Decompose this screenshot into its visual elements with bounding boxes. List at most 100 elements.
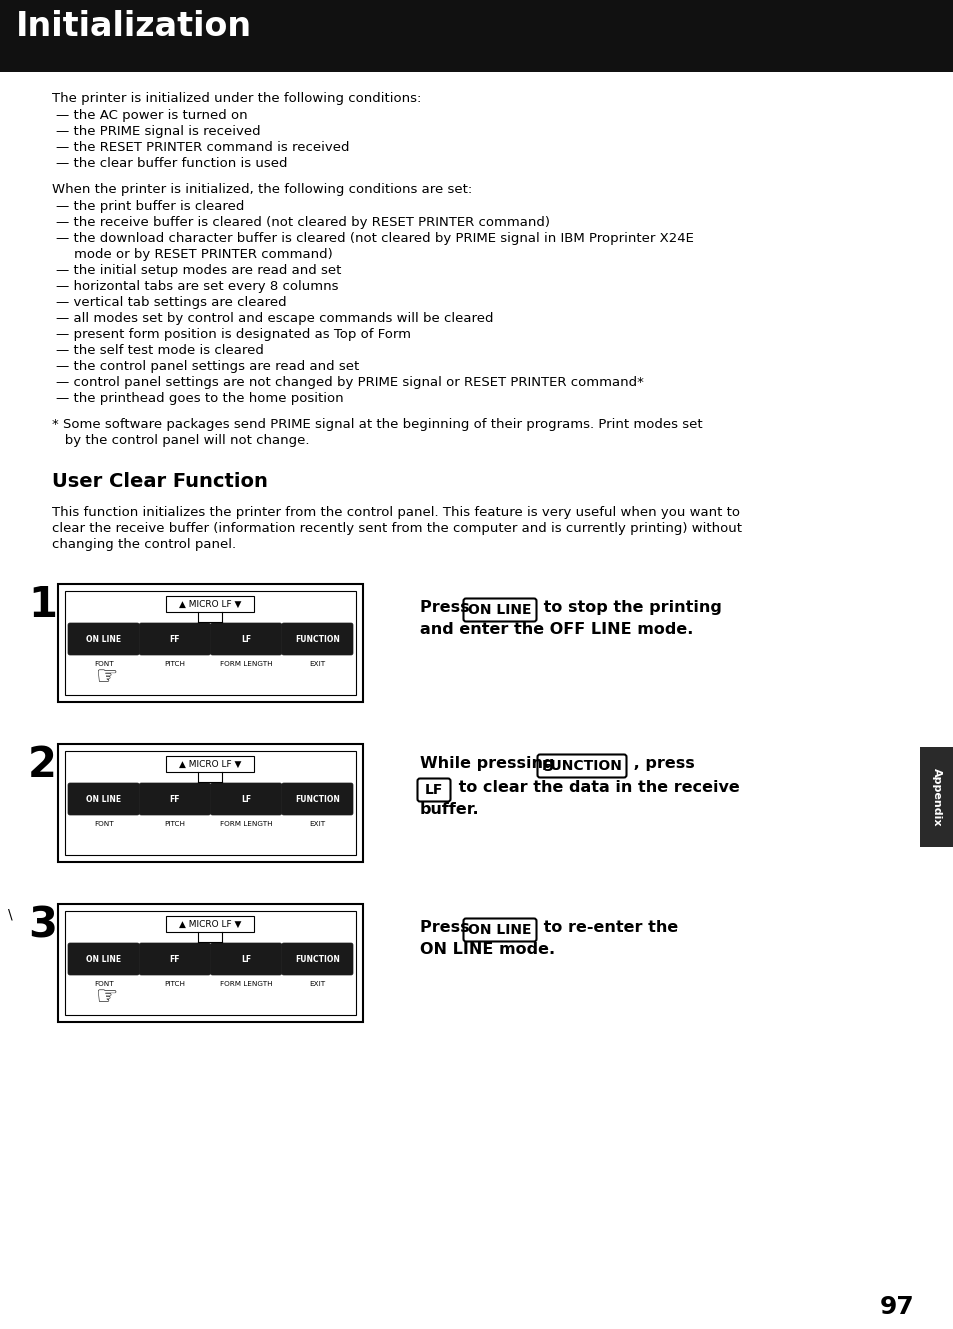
Text: — vertical tab settings are cleared: — vertical tab settings are cleared [56,296,286,310]
Text: to re-enter the: to re-enter the [537,920,678,936]
Text: 2: 2 [28,744,57,785]
Text: LF: LF [241,634,251,643]
Text: * Some software packages send PRIME signal at the beginning of their programs. P: * Some software packages send PRIME sign… [52,419,702,431]
Text: FONT: FONT [93,661,113,667]
Text: FF: FF [170,795,180,804]
Bar [167,916,254,932]
Text: — the RESET PRINTER command is received: — the RESET PRINTER command is received [56,141,349,154]
FancyBboxPatch shape [417,779,450,801]
Text: ON LINE: ON LINE [468,924,531,937]
Text: EXIT: EXIT [309,661,325,667]
Text: EXIT: EXIT [309,981,325,987]
Bar [58,583,363,702]
Bar [65,591,355,695]
Bar [65,751,355,855]
FancyBboxPatch shape [68,783,139,815]
FancyBboxPatch shape [211,783,281,815]
Text: and enter the OFF LINE mode.: and enter the OFF LINE mode. [419,622,693,637]
Text: Appendix: Appendix [931,768,941,827]
Bar [919,747,953,847]
Text: ON LINE: ON LINE [86,634,121,643]
Text: FUNCTION: FUNCTION [294,634,339,643]
Text: The printer is initialized under the following conditions:: The printer is initialized under the fol… [52,92,421,105]
Text: PITCH: PITCH [164,661,185,667]
Bar [58,744,363,863]
Text: ON LINE: ON LINE [86,954,121,964]
Text: Initialization: Initialization [16,11,252,43]
Text: mode or by RESET PRINTER command): mode or by RESET PRINTER command) [74,249,333,260]
Text: — control panel settings are not changed by PRIME signal or RESET PRINTER comman: — control panel settings are not changed… [56,376,643,389]
Text: ☞: ☞ [95,985,118,1009]
Text: buffer.: buffer. [419,801,479,817]
Text: When the printer is initialized, the following conditions are set:: When the printer is initialized, the fol… [52,183,472,195]
Bar [167,756,254,772]
FancyBboxPatch shape [68,623,139,655]
Text: FUNCTION: FUNCTION [294,954,339,964]
Text: 1: 1 [28,583,57,626]
Text: FORM LENGTH: FORM LENGTH [219,821,273,827]
Text: to stop the printing: to stop the printing [537,599,721,615]
Text: — the PRIME signal is received: — the PRIME signal is received [56,125,260,138]
Text: LF: LF [241,954,251,964]
Text: , press: , press [627,756,694,771]
FancyBboxPatch shape [537,755,626,777]
Text: — the printhead goes to the home position: — the printhead goes to the home positio… [56,392,343,405]
FancyBboxPatch shape [281,623,353,655]
Text: PITCH: PITCH [164,981,185,987]
Text: — present form position is designated as Top of Form: — present form position is designated as… [56,328,411,342]
FancyBboxPatch shape [68,944,139,975]
Text: FF: FF [170,954,180,964]
Bar [58,904,363,1022]
FancyBboxPatch shape [463,918,536,941]
Text: — the print buffer is cleared: — the print buffer is cleared [56,199,244,213]
Bar [0,0,953,72]
Text: LF: LF [424,783,443,797]
Text: ON LINE mode.: ON LINE mode. [419,942,555,957]
Text: — horizontal tabs are set every 8 columns: — horizontal tabs are set every 8 column… [56,280,338,292]
Text: — the AC power is turned on: — the AC power is turned on [56,109,248,122]
Text: ON LINE: ON LINE [468,603,531,617]
Text: by the control panel will not change.: by the control panel will not change. [52,435,309,447]
FancyBboxPatch shape [211,944,281,975]
FancyBboxPatch shape [281,783,353,815]
Text: — the control panel settings are read and set: — the control panel settings are read an… [56,360,359,373]
FancyBboxPatch shape [139,783,211,815]
Text: ▲ MICRO LF ▼: ▲ MICRO LF ▼ [179,759,241,768]
Text: ☞: ☞ [95,664,118,688]
Text: — the receive buffer is cleared (not cleared by RESET PRINTER command): — the receive buffer is cleared (not cle… [56,217,550,229]
Text: — all modes set by control and escape commands will be cleared: — all modes set by control and escape co… [56,312,493,326]
Text: FORM LENGTH: FORM LENGTH [219,661,273,667]
FancyBboxPatch shape [281,944,353,975]
Text: ▲ MICRO LF ▼: ▲ MICRO LF ▼ [179,599,241,609]
Text: EXIT: EXIT [309,821,325,827]
Text: — the initial setup modes are read and set: — the initial setup modes are read and s… [56,264,341,276]
FancyBboxPatch shape [211,623,281,655]
Text: FONT: FONT [93,981,113,987]
Text: clear the receive buffer (information recently sent from the computer and is cur: clear the receive buffer (information re… [52,522,741,536]
Text: 3: 3 [28,904,57,946]
Text: — the self test mode is cleared: — the self test mode is cleared [56,344,264,358]
Text: — the download character buffer is cleared (not cleared by PRIME signal in IBM P: — the download character buffer is clear… [56,233,693,245]
Text: — the clear buffer function is used: — the clear buffer function is used [56,157,287,170]
FancyBboxPatch shape [463,598,536,622]
Text: changing the control panel.: changing the control panel. [52,538,236,552]
Text: Press: Press [419,920,475,936]
Text: While pressing: While pressing [419,756,559,771]
Bar [65,910,355,1015]
Text: FUNCTION: FUNCTION [541,759,621,773]
Text: Press: Press [419,599,475,615]
FancyBboxPatch shape [139,944,211,975]
Text: LF: LF [241,795,251,804]
Text: This function initializes the printer from the control panel. This feature is ve: This function initializes the printer fr… [52,506,740,520]
Text: ON LINE: ON LINE [86,795,121,804]
Text: to clear the data in the receive: to clear the data in the receive [453,780,739,795]
Text: User Clear Function: User Clear Function [52,472,268,490]
Text: ▲ MICRO LF ▼: ▲ MICRO LF ▼ [179,920,241,929]
Text: FF: FF [170,634,180,643]
Text: \: \ [8,906,17,921]
Text: FUNCTION: FUNCTION [294,795,339,804]
Text: FORM LENGTH: FORM LENGTH [219,981,273,987]
Bar [167,595,254,611]
Text: PITCH: PITCH [164,821,185,827]
Text: 97: 97 [879,1294,914,1318]
